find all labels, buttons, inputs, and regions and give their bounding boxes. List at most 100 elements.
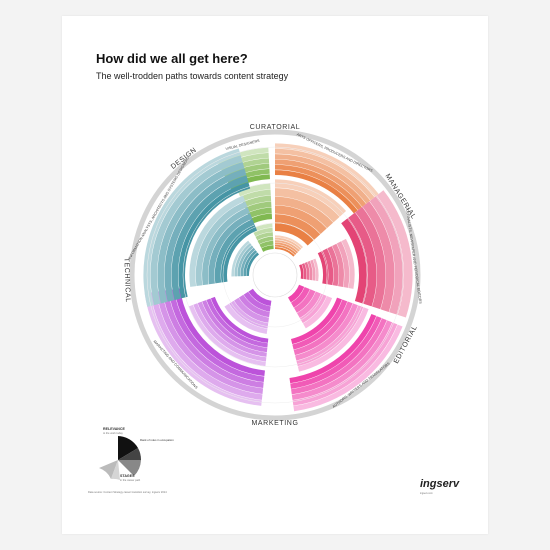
wheel-band bbox=[195, 201, 248, 287]
wheel-band bbox=[327, 246, 339, 287]
wheel-band bbox=[174, 288, 265, 377]
wheel-band bbox=[150, 155, 243, 306]
wheel-band bbox=[261, 245, 274, 252]
wheel-band bbox=[275, 143, 379, 198]
wheel-band bbox=[189, 195, 246, 287]
wheel-band bbox=[301, 263, 307, 280]
ring-guide bbox=[146, 146, 404, 404]
wheel-band bbox=[275, 240, 300, 252]
legend-stages-sub: in the career path bbox=[120, 479, 141, 482]
wheel-band bbox=[162, 290, 264, 388]
legend-relevance-sub: to the work today bbox=[103, 432, 123, 435]
wheel-band bbox=[247, 207, 272, 219]
wheel-band bbox=[275, 247, 295, 257]
wheel-band bbox=[297, 307, 369, 372]
wheel-band bbox=[249, 213, 273, 224]
brand-logo: ingserv bbox=[420, 478, 460, 490]
wheel-band bbox=[156, 290, 264, 394]
wheel-band bbox=[168, 289, 265, 383]
wheel-band bbox=[202, 300, 268, 353]
wheel-band bbox=[322, 248, 334, 286]
page-title: How did we all get here? bbox=[96, 51, 248, 66]
category-ring bbox=[129, 129, 421, 421]
wheel-band bbox=[291, 286, 310, 308]
wheel-band bbox=[296, 305, 364, 367]
footer-url: ingserv.com bbox=[420, 492, 433, 495]
wheel-band bbox=[275, 237, 302, 251]
wheel-band bbox=[221, 224, 258, 283]
wheel-band bbox=[171, 175, 249, 301]
footer-source-note: Data source: Content Strategy career tra… bbox=[88, 491, 167, 494]
wheel-band bbox=[336, 241, 350, 288]
wheel-band bbox=[245, 201, 272, 213]
wheel-band bbox=[376, 190, 413, 318]
legend-relevance-label: RELEVANCE bbox=[103, 427, 125, 431]
wheel-band bbox=[243, 250, 258, 277]
page-subtitle: The well-trodden paths towards content s… bbox=[96, 71, 289, 81]
wheel-band bbox=[275, 196, 334, 229]
ring-guide bbox=[182, 182, 368, 368]
wheel-band bbox=[310, 259, 316, 281]
wheel-band bbox=[341, 217, 368, 304]
wheel-spokes bbox=[146, 146, 404, 404]
wheel-band bbox=[217, 147, 269, 166]
wheel-band bbox=[348, 212, 377, 307]
wheel-band bbox=[240, 247, 256, 277]
wheel-band bbox=[238, 294, 270, 318]
wheel-band bbox=[275, 170, 358, 214]
wheel-band bbox=[144, 292, 262, 406]
wheel-band bbox=[362, 201, 395, 312]
wheel-band bbox=[275, 205, 327, 234]
wheel-band bbox=[355, 206, 386, 310]
wheel-band bbox=[293, 301, 353, 356]
wheel-band bbox=[219, 152, 269, 171]
wheel-band bbox=[240, 189, 271, 202]
legend-stages-fan bbox=[99, 460, 120, 480]
wheel-band bbox=[275, 242, 299, 254]
wheel-band bbox=[275, 244, 297, 255]
category-label: MARKETING bbox=[251, 420, 298, 427]
wheel-band bbox=[234, 243, 252, 277]
wheel-band bbox=[292, 299, 348, 350]
wheel-band bbox=[234, 297, 270, 323]
wheel-band bbox=[275, 214, 321, 240]
wheel-hub bbox=[252, 252, 298, 298]
wheel-band bbox=[178, 182, 251, 299]
wheel-band bbox=[295, 303, 358, 361]
wheel-band bbox=[332, 243, 344, 287]
wheel-band bbox=[246, 252, 259, 276]
wheel-band bbox=[275, 188, 340, 223]
wheel-band bbox=[275, 154, 371, 204]
wheel-band bbox=[210, 296, 269, 343]
wheel-band bbox=[297, 291, 321, 318]
wheel-band bbox=[202, 207, 250, 286]
legend-stages-label: STAGES bbox=[120, 474, 135, 478]
legend-note: Rank of roles in occupation bbox=[140, 438, 174, 442]
wheel-band bbox=[275, 179, 347, 217]
legend-relevance-fan bbox=[118, 436, 142, 476]
wheel-band bbox=[313, 258, 319, 282]
wheel-band bbox=[253, 227, 273, 237]
wheel-band bbox=[237, 183, 271, 197]
wheel-band bbox=[206, 298, 268, 348]
category-label: TECHNICAL bbox=[122, 258, 131, 303]
wheel-band bbox=[303, 295, 333, 329]
wheel-band bbox=[143, 148, 241, 307]
wheel-rings bbox=[143, 143, 413, 412]
wheel-band bbox=[275, 164, 362, 211]
wheel-band bbox=[294, 289, 316, 313]
wheel-band bbox=[214, 219, 255, 284]
wheel-band bbox=[290, 297, 342, 345]
ring-guide bbox=[222, 222, 328, 328]
wheel-band bbox=[257, 236, 274, 245]
wheel-band bbox=[229, 300, 269, 329]
wheel-band bbox=[304, 262, 310, 280]
wheel-band bbox=[157, 161, 245, 304]
wheel-band bbox=[275, 222, 314, 246]
wheel-band bbox=[275, 148, 375, 201]
wheel-band bbox=[307, 260, 313, 281]
wheel-band bbox=[255, 232, 273, 241]
wheel-band bbox=[341, 238, 355, 289]
category-label: CURATORIAL bbox=[250, 124, 300, 131]
